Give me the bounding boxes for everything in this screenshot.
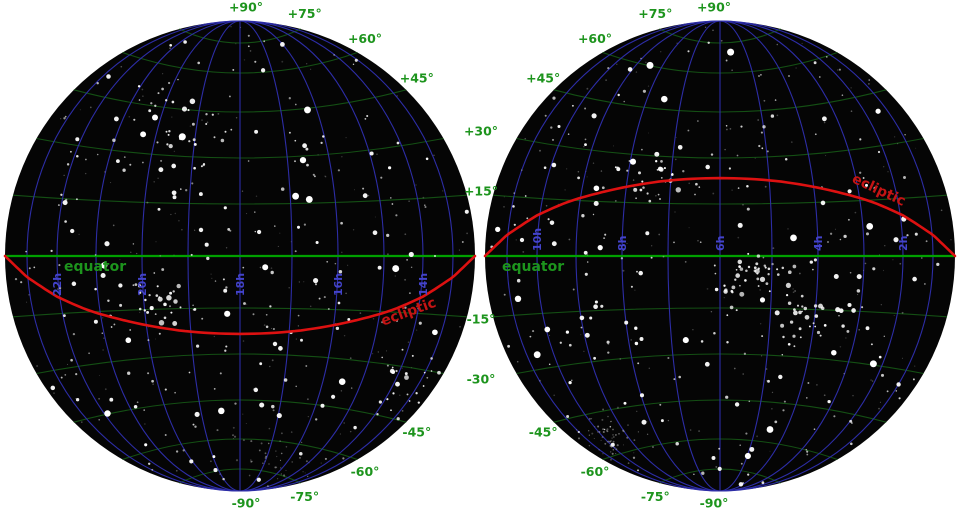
hour-label-4h: 4h (812, 236, 825, 252)
hour-label-8h: 8h (616, 236, 629, 252)
western-dec-labels: +90° +75° +60° +45° -45° -60° -75° -90° (229, 0, 434, 510)
dec-label-+90°: +90° (697, 0, 731, 15)
eastern-dec-labels: +90° +75° +60° +45° -45° -60° -75° -90° (526, 0, 731, 510)
dec-label--45°: -45° (529, 424, 558, 439)
hour-label-2h: 2h (897, 236, 910, 252)
hour-label-20h: 20h (136, 273, 149, 296)
hour-label-16h: 16h (332, 273, 345, 296)
eastern-hemisphere: 10h 8h 6h 4h 2h +90° +75° +60° +45° -45° -60° -75° -… (483, 0, 957, 510)
dec-label-+45°: +45° (526, 71, 560, 86)
dec-label--75°: -75° (290, 489, 319, 504)
eastern-ecliptic-line (483, 176, 957, 258)
dec-label-+60°: +60° (348, 31, 382, 46)
hour-label-6h: 6h (714, 236, 727, 252)
dec-label-+15°: +15° (464, 183, 498, 198)
hour-label-14h: 14h (417, 273, 430, 296)
hour-label-10h: 10h (531, 228, 544, 251)
dec-label--30°: -30° (467, 372, 496, 387)
eastern-stars-layer (490, 26, 952, 487)
eastern-hour-labels: 10h 8h 6h 4h 2h (531, 228, 910, 251)
dec-label--90°: -90° (232, 496, 261, 510)
western-ecliptic-line (3, 254, 477, 336)
equator-label-west: equator (64, 259, 126, 275)
dec-label--90°: -90° (700, 496, 729, 510)
hour-label-22h: 22h (51, 273, 64, 296)
dec-label-+30°: +30° (464, 124, 498, 139)
hour-label-18h: 18h (234, 273, 247, 296)
dec-label-+45°: +45° (400, 71, 434, 86)
dec-label--60°: -60° (351, 464, 380, 479)
chart-root: 22h 20h 18h 16h 14h +90° +75° +60° +45° -45° -60° -… (3, 0, 957, 510)
dec-label--60°: -60° (581, 464, 610, 479)
shared-dec-labels: +30° +15° -15° -30° (464, 124, 498, 387)
dec-label-+90°: +90° (229, 0, 263, 15)
dec-label-+75°: +75° (638, 6, 672, 21)
equator-label-east: equator (502, 259, 564, 275)
dec-label-+60°: +60° (578, 31, 612, 46)
dec-label--15°: -15° (467, 312, 496, 327)
western-hour-labels: 22h 20h 18h 16h 14h (51, 273, 430, 296)
western-stars-layer (14, 25, 469, 488)
dec-label-+75°: +75° (288, 6, 322, 21)
dec-label--45°: -45° (402, 424, 431, 439)
dec-label--75°: -75° (641, 489, 670, 504)
western-hemisphere: 22h 20h 18h 16h 14h +90° +75° +60° +45° -45° -60° -… (3, 0, 477, 510)
